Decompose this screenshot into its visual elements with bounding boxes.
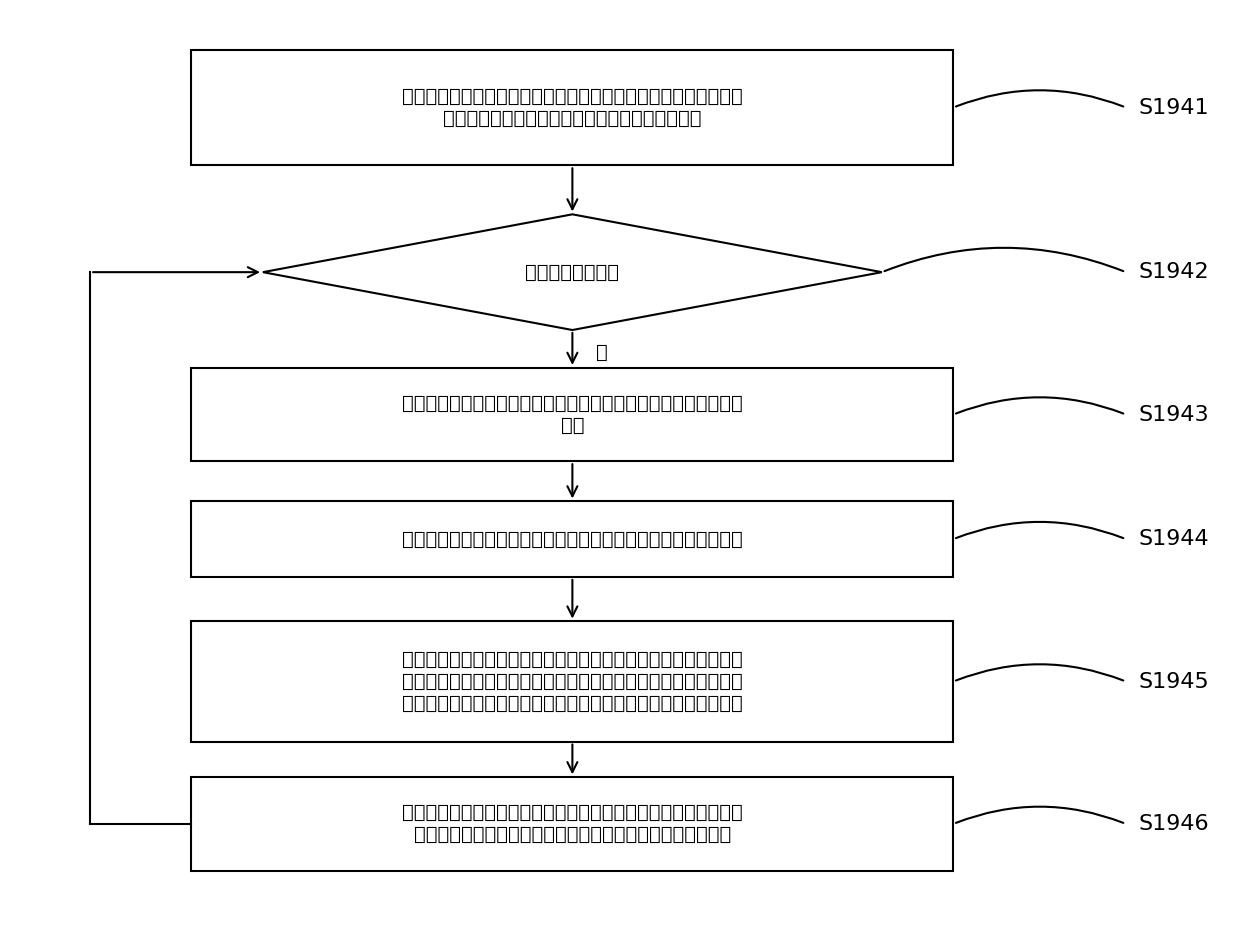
Text: 根据更新后的组的预测总工作量将更新后的组插入到优先级队列中
，使优先级队列中各组按照预测总工作量从小到大的顺序排列: 根据更新后的组的预测总工作量将更新后的组插入到优先级队列中 ，使优先级队列中各组… [402,804,743,844]
Text: S1946: S1946 [1138,814,1209,834]
Text: S1942: S1942 [1138,262,1209,282]
Bar [191,368,954,462]
Bar [191,777,954,870]
Bar [191,621,954,742]
Text: 判断链表是否为空: 判断链表是否为空 [526,262,620,282]
Text: 从链表中取出第一个逻辑进程作为当前具有最大预测工作量的逻辑
进程: 从链表中取出第一个逻辑进程作为当前具有最大预测工作量的逻辑 进程 [402,394,743,435]
Text: 按照预测工作量从大到小的顺序将各组内的逻辑进程提取出存放于
链表，并对清空后的各组进行排序得到优先级队列: 按照预测工作量从大到小的顺序将各组内的逻辑进程提取出存放于 链表，并对清空后的各… [402,87,743,128]
Bar [191,502,954,577]
Text: S1945: S1945 [1138,671,1209,692]
Text: S1944: S1944 [1138,529,1209,549]
Text: 将当前具有最大预测工作量的逻辑进程加入到当前具有最小预测总
工作量的组中得到更新后的组，使更新后的组中的逻辑进程按照预
测工作量从大到小的顺序排序，并获取更新后: 将当前具有最大预测工作量的逻辑进程加入到当前具有最小预测总 工作量的组中得到更新… [402,650,743,713]
Text: S1941: S1941 [1138,97,1209,118]
Text: S1943: S1943 [1138,404,1209,425]
Polygon shape [263,214,882,330]
Text: 从优先级队列中取出第一个组作为当前具有最小预测总工作量的组: 从优先级队列中取出第一个组作为当前具有最小预测总工作量的组 [402,529,743,549]
Text: 否: 否 [596,343,608,362]
Bar [191,50,954,165]
